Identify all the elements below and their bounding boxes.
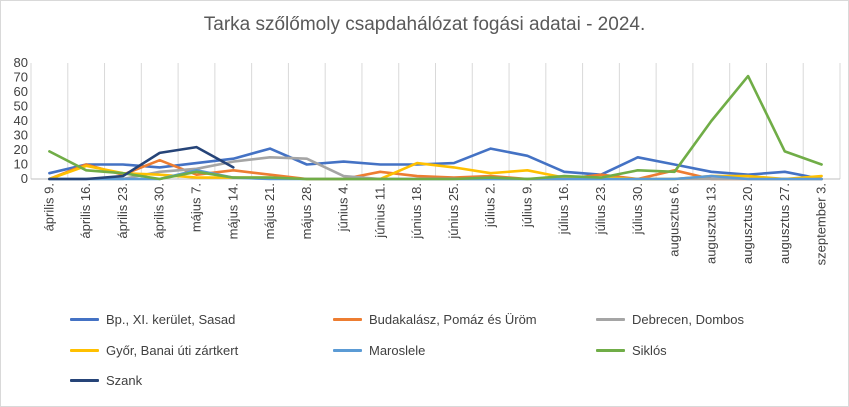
y-tick-label: 80 bbox=[14, 55, 28, 70]
series-line bbox=[48, 74, 823, 181]
x-tick-label: július 16. bbox=[556, 183, 571, 235]
x-tick-label: április 9. bbox=[41, 183, 56, 231]
y-tick-label: 50 bbox=[14, 99, 28, 114]
series-lines bbox=[48, 74, 823, 181]
series-line bbox=[48, 147, 823, 181]
x-tick-label: május 28. bbox=[299, 183, 314, 239]
x-tick-label: augusztus 6. bbox=[667, 183, 682, 257]
x-tick-label: szeptember 3. bbox=[814, 183, 829, 265]
x-tick-label: április 16. bbox=[78, 183, 93, 239]
chart-title: Tarka szőlőmoly csapdahálózat fogási ada… bbox=[203, 14, 646, 35]
x-tick-label: május 21. bbox=[262, 183, 277, 239]
x-tick-label: július 2. bbox=[483, 183, 498, 228]
y-tick-label: 30 bbox=[14, 128, 28, 143]
x-tick-label: július 30. bbox=[630, 183, 645, 235]
x-tick-label: július 23. bbox=[593, 183, 608, 235]
x-tick-label: június 11. bbox=[372, 183, 387, 239]
x-tick-label: május 7. bbox=[188, 183, 203, 232]
y-tick-label: 10 bbox=[14, 157, 28, 172]
x-tick-label: június 4. bbox=[336, 183, 351, 232]
x-tick-label: június 25. bbox=[446, 183, 461, 240]
y-tick-label: 0 bbox=[21, 171, 28, 186]
x-tick-label: augusztus 13. bbox=[703, 183, 718, 264]
x-tick-label: április 30. bbox=[152, 183, 167, 239]
y-tick-label: 40 bbox=[14, 113, 28, 128]
gridlines bbox=[67, 63, 804, 179]
x-tick-label: július 9. bbox=[519, 183, 534, 228]
y-tick-label: 70 bbox=[14, 70, 28, 85]
x-tick-label: augusztus 27. bbox=[777, 183, 792, 264]
y-tick-label: 20 bbox=[14, 142, 28, 157]
y-tick-label: 60 bbox=[14, 84, 28, 99]
x-tick-label: június 18. bbox=[409, 183, 424, 240]
x-tick-label: május 14. bbox=[225, 183, 240, 239]
series-line bbox=[48, 158, 823, 181]
x-tick-label: április 23. bbox=[115, 183, 130, 239]
series-line bbox=[48, 145, 235, 181]
x-tick-label: augusztus 20. bbox=[740, 183, 755, 264]
